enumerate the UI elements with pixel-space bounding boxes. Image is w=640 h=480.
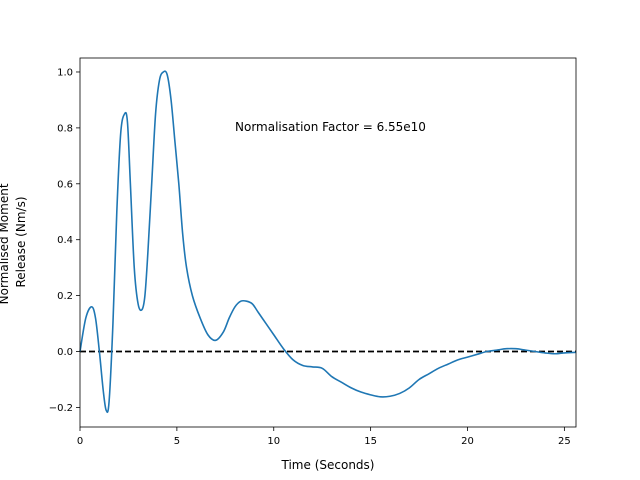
- y-tick-label: 0.6: [57, 179, 73, 190]
- y-tick-label: 0.0: [57, 347, 73, 358]
- x-tick-label: 10: [267, 436, 280, 447]
- y-axis-ticks: −0.2 0.0 0.2 0.4 0.6 0.8 1.0: [49, 67, 80, 414]
- y-tick-label: 0.2: [57, 291, 73, 302]
- y-axis-title-line-2: Release (Nm/s): [14, 196, 28, 287]
- x-tick-label: 25: [558, 436, 571, 447]
- y-tick-label: 1.0: [57, 67, 73, 78]
- y-tick-label: −0.2: [49, 403, 73, 414]
- x-tick-label: 20: [461, 436, 474, 447]
- x-tick-label: 0: [77, 436, 83, 447]
- plot-area: [79, 57, 577, 428]
- axes-frame: [79, 57, 577, 428]
- y-tick-label: 0.8: [57, 123, 73, 134]
- y-axis-title: Normalised Moment Release (Nm/s): [0, 180, 28, 305]
- x-axis-title: Time (Seconds): [281, 458, 375, 472]
- y-axis-title-line-1: Normalised Moment: [0, 183, 11, 304]
- y-tick-label: 0.4: [57, 235, 73, 246]
- x-axis-ticks: 0 5 10 15 20 25: [77, 427, 571, 447]
- series-line: [79, 70, 577, 414]
- x-tick-label: 5: [174, 436, 180, 447]
- normalisation-factor-annotation: Normalisation Factor = 6.55e10: [235, 120, 426, 134]
- x-tick-label: 15: [364, 436, 377, 447]
